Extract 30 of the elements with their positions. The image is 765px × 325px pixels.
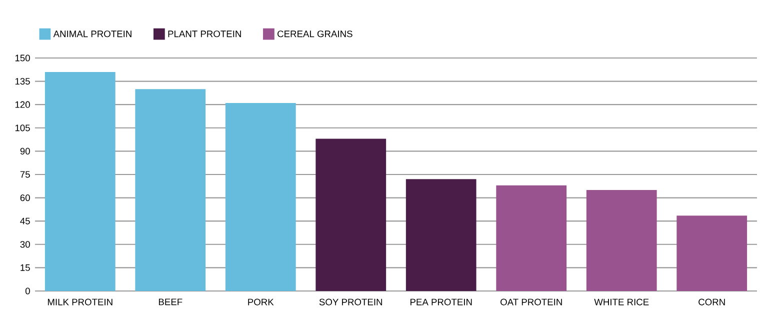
x-tick-label: OAT PROTEIN [500,298,562,306]
y-tick-label: 150 [15,54,30,62]
x-tick-label: MILK PROTEIN [48,298,112,306]
x-tick-label: PORK [248,298,274,306]
y-tick-label: 45 [20,218,30,224]
x-tick-label: WHITE RICE [594,298,649,306]
bar [406,179,476,291]
y-tick-label: 90 [20,148,30,154]
x-tick-label: PEA PROTEIN [410,298,472,306]
bar [135,89,206,291]
bar [676,216,748,291]
y-tick-label: 0 [25,288,30,294]
y-tick-label: 30 [20,241,30,248]
x-tick-label: BEEF [158,298,182,306]
y-tick-label: 120 [15,101,30,108]
legend-label: ANIMAL PROTEIN [53,30,132,38]
bar [316,138,386,291]
y-tick-label: 105 [15,124,30,132]
bar [225,103,296,291]
legend-label: PLANT PROTEIN [168,30,241,38]
bar [44,72,116,291]
x-tick-label: SOY PROTEIN [319,298,382,306]
y-tick-label: 60 [20,194,30,202]
y-tick-label: 15 [20,264,30,271]
x-tick-label: CORN [698,298,725,306]
legend-label: CEREAL GRAINS [278,30,352,38]
bar [586,190,657,291]
y-tick-label: 75 [20,171,30,178]
y-tick-label: 135 [15,78,30,85]
bar [496,185,567,291]
